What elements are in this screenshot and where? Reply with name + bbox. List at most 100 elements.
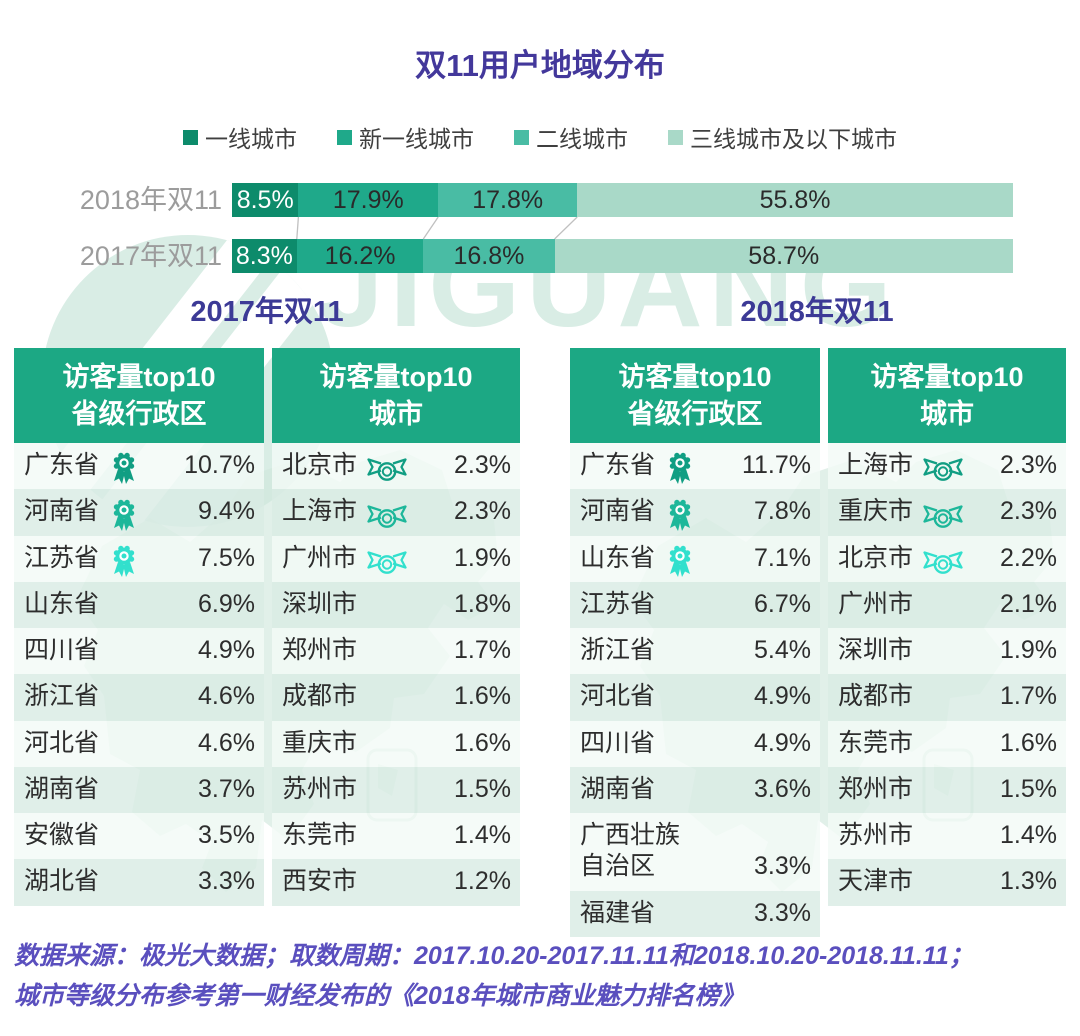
section-title-2017: 2017年双11: [190, 296, 344, 328]
legend-item: 一线城市: [183, 120, 297, 154]
table-row: 西安市 1.2%: [272, 859, 520, 906]
share-value: 1.2%: [454, 867, 511, 896]
rank-medal: [109, 450, 139, 489]
rank-medal: [367, 550, 407, 582]
region-name: 重庆市: [838, 497, 914, 526]
region-name: 山东省: [24, 589, 100, 618]
region-name: 广州市: [838, 589, 914, 618]
stacked-bar: 8.5% 17.9% 17.8% 55.8%: [232, 183, 1013, 217]
share-value: 2.3%: [1000, 497, 1057, 526]
rank-medal: [665, 543, 695, 582]
source-line-2: 城市等级分布参考第一财经发布的《2018年城市商业魅力排名榜》: [14, 982, 745, 1010]
region-name: 福建省: [580, 898, 656, 927]
section-title-2018: 2018年双11: [740, 296, 894, 328]
share-value: 1.3%: [1000, 867, 1057, 896]
banner-medal-icon: [367, 551, 407, 574]
region-name: 广东省: [24, 451, 100, 479]
region-name: 浙江省: [580, 636, 656, 664]
banner-medal-icon: [923, 504, 963, 528]
region-name: 湖南省: [24, 774, 100, 803]
table-2018-provinces: 访客量top10 省级行政区 广东省 11.7% 河南省 7.8% 山东省 7.1% 江苏省 6…: [570, 348, 820, 937]
share-value: 3.3%: [198, 867, 255, 896]
legend: 一线城市 新一线城市 二线城市 三线城市及以下城市: [0, 120, 1080, 154]
share-value: 4.6%: [198, 728, 255, 757]
rosette-medal-icon: [113, 453, 135, 485]
legend-label: 三线城市及以下城市: [690, 126, 897, 152]
legend-swatch-icon: [183, 129, 198, 145]
region-name: 河南省: [24, 497, 100, 526]
bar-row: 2018年双11 8.5% 17.9% 17.8% 55.8%: [0, 183, 1080, 217]
bar-segment: 8.5%: [232, 183, 299, 217]
table-row: 湖南省 3.7%: [14, 766, 264, 813]
table-row: 苏州市 1.5%: [272, 766, 520, 813]
share-value: 6.7%: [754, 589, 811, 618]
region-name: 郑州市: [838, 774, 914, 803]
table-row: 浙江省 4.6%: [14, 674, 264, 721]
legend-swatch-icon: [668, 129, 683, 145]
legend-item: 三线城市及以下城市: [668, 120, 897, 154]
table-header: 访客量top10 城市: [828, 348, 1066, 443]
table-header: 访客量top10 城市: [272, 348, 520, 443]
table-row: 广东省 11.7%: [570, 443, 820, 490]
share-value: 4.9%: [754, 682, 811, 711]
share-value: 1.4%: [454, 821, 511, 849]
share-value: 2.1%: [1000, 589, 1057, 618]
bar-segment: 17.9%: [298, 183, 439, 217]
region-name: 广东省: [580, 451, 656, 479]
bar-segment: 58.7%: [554, 239, 1013, 273]
segment-connector-lines: [296, 217, 578, 239]
rank-medal: [109, 543, 139, 582]
region-name: 广州市: [282, 543, 358, 572]
data-source-note: 数据来源：极光大数据；取数周期：2017.10.20-2017.11.11和20…: [14, 936, 1066, 1016]
share-value: 1.9%: [454, 543, 511, 572]
region-name: 深圳市: [282, 589, 358, 618]
rank-medal: [923, 504, 963, 536]
region-name: 四川省: [24, 636, 100, 664]
share-value: 2.3%: [454, 497, 511, 526]
table-row: 北京市 2.2%: [828, 535, 1066, 582]
rosette-medal-icon: [669, 453, 691, 485]
table-row: 东莞市 1.6%: [828, 720, 1066, 767]
share-value: 7.1%: [754, 543, 811, 572]
rank-medal: [665, 450, 695, 489]
table-row: 郑州市 1.5%: [828, 766, 1066, 813]
share-value: 3.7%: [198, 774, 255, 803]
table-row: 浙江省 5.4%: [570, 628, 820, 675]
share-value: 1.6%: [454, 682, 511, 711]
region-name: 江苏省: [24, 543, 100, 572]
table-2018-cities: 访客量top10 城市 上海市 2.3% 重庆市 2.3% 北京市 2.2% 广州市 2.1% 深…: [828, 348, 1066, 906]
share-value: 7.8%: [754, 497, 811, 526]
page-title: 双11用户地域分布: [415, 48, 665, 83]
share-value: 6.9%: [198, 589, 255, 618]
region-name: 天津市: [838, 867, 914, 896]
share-value: 4.9%: [198, 636, 255, 664]
table-row: 福建省 3.3%: [570, 890, 820, 937]
share-value: 3.5%: [198, 821, 255, 849]
table-row: 河北省 4.9%: [570, 674, 820, 721]
share-value: 10.7%: [184, 451, 255, 479]
share-value: 1.5%: [1000, 774, 1057, 803]
table-row: 湖北省 3.3%: [14, 859, 264, 906]
bar-category-label: 2017年双11: [79, 241, 222, 271]
share-value: 1.6%: [454, 728, 511, 757]
region-name: 西安市: [282, 867, 358, 896]
stacked-bar: 8.3% 16.2% 16.8% 58.7%: [232, 239, 1013, 273]
table-row: 成都市 1.6%: [272, 674, 520, 721]
banner-medal-icon: [367, 458, 407, 482]
region-name: 湖北省: [24, 867, 100, 896]
legend-item: 新一线城市: [337, 120, 474, 154]
legend-swatch-icon: [337, 129, 352, 145]
rosette-medal-icon: [669, 499, 691, 531]
bar-segment: 16.2%: [296, 239, 424, 273]
table-row: 上海市 2.3%: [828, 443, 1066, 490]
table-row: 河南省 9.4%: [14, 489, 264, 536]
share-value: 2.3%: [454, 451, 511, 479]
table-row: 广州市 2.1%: [828, 581, 1066, 628]
region-name: 苏州市: [838, 821, 914, 849]
table-header: 访客量top10 省级行政区: [14, 348, 264, 443]
region-name: 四川省: [580, 728, 656, 757]
region-name: 河北省: [580, 682, 656, 711]
bar-segment: 55.8%: [577, 183, 1013, 217]
table-row: 广州市 1.9%: [272, 535, 520, 582]
region-name: 湖南省: [580, 774, 656, 803]
